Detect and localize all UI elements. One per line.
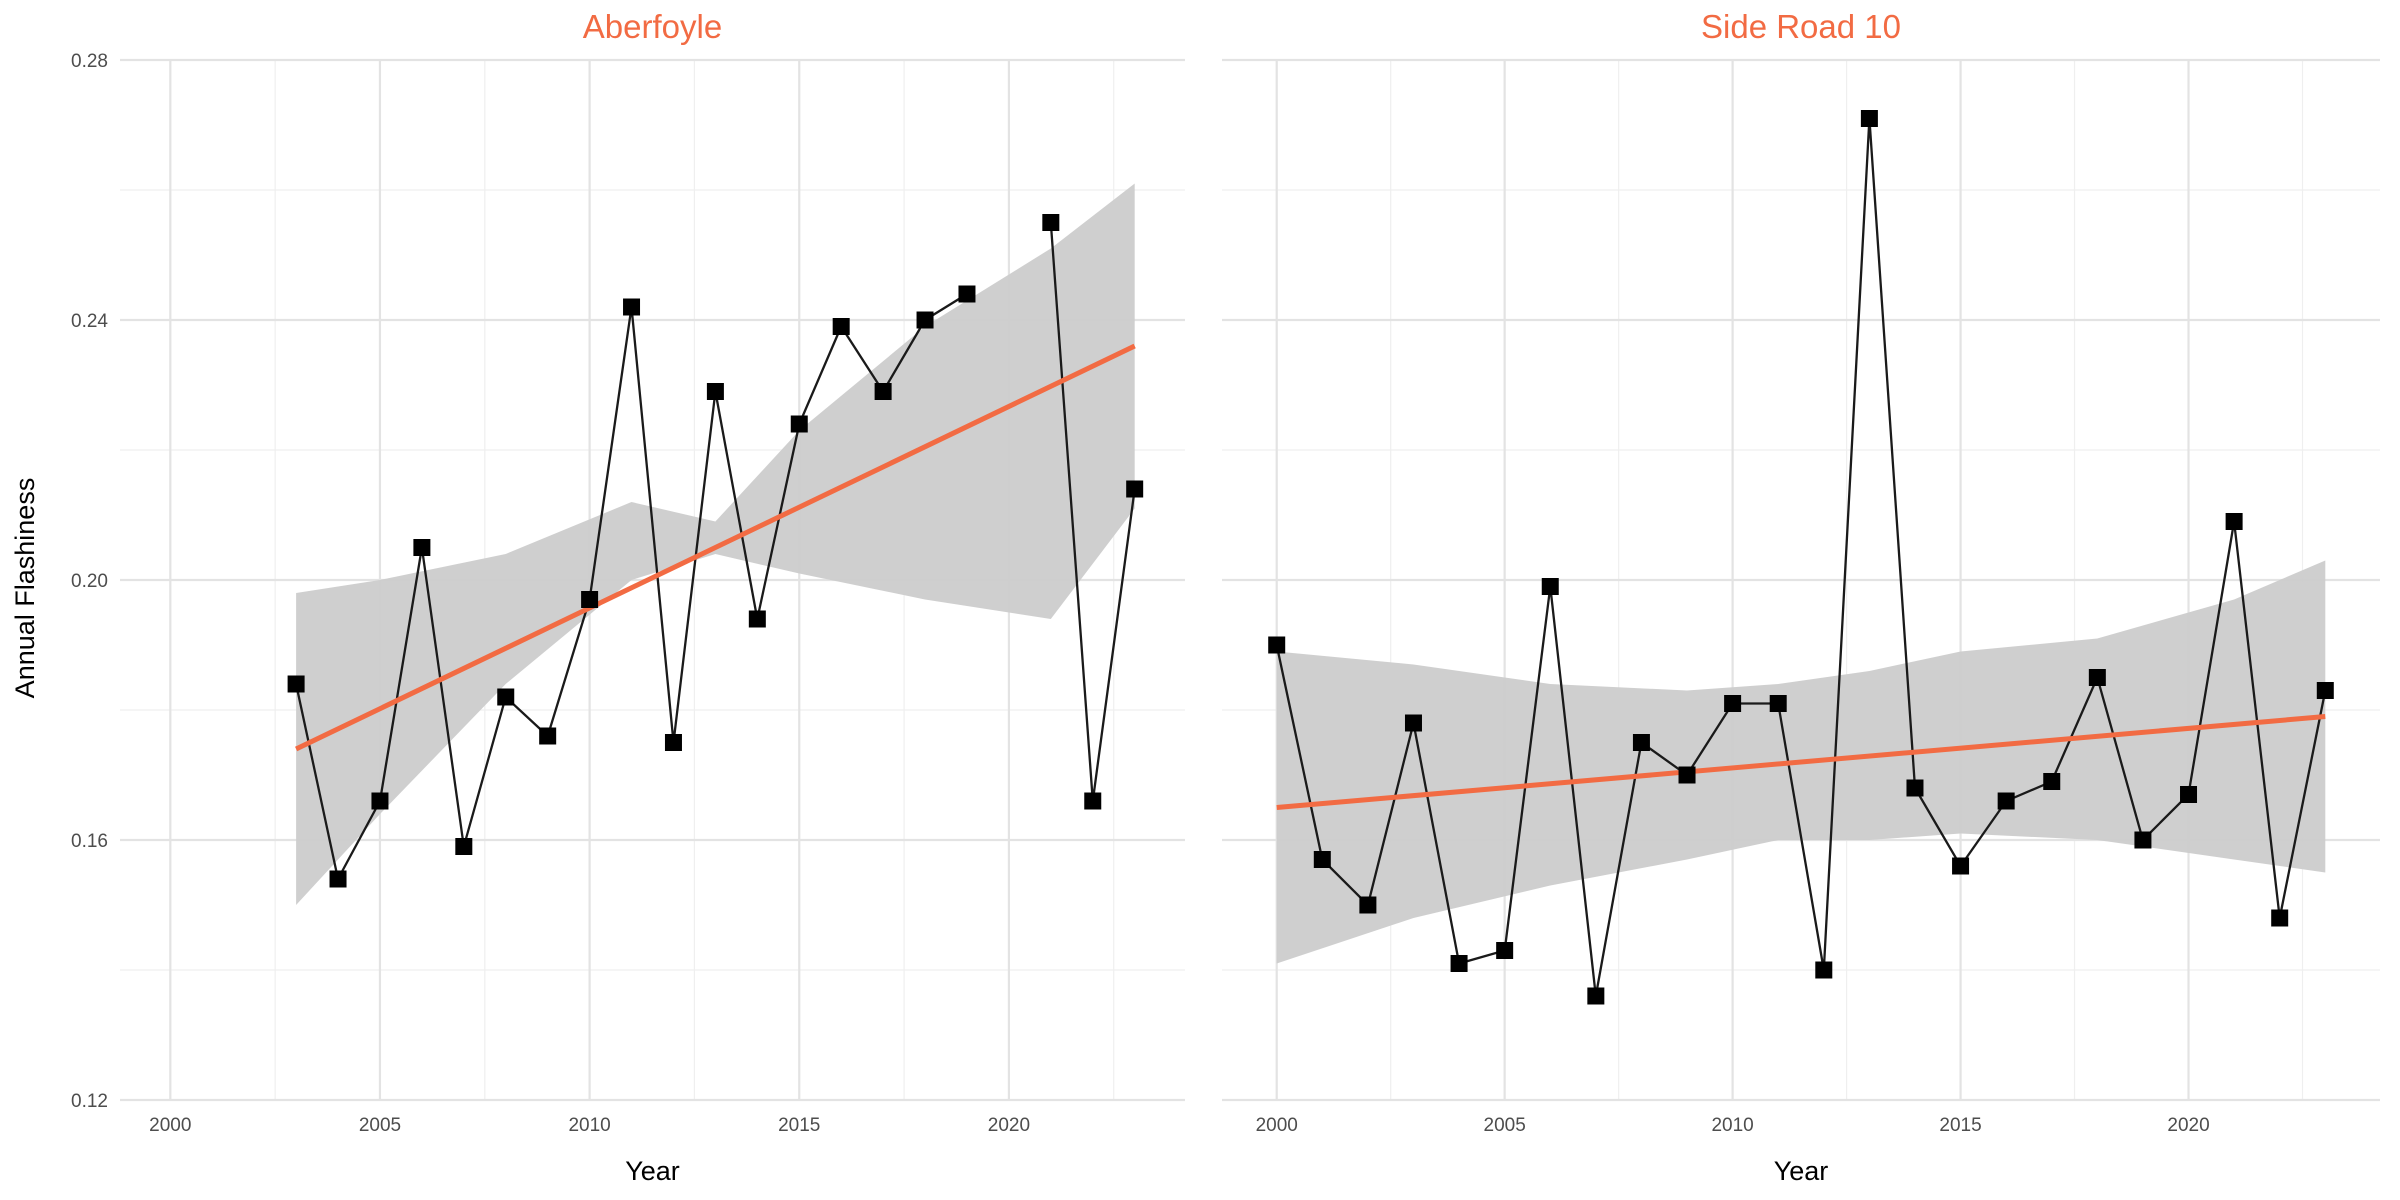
data-point xyxy=(1404,714,1422,732)
data-point xyxy=(1724,695,1742,712)
x-axis-label: Year xyxy=(1774,1156,1829,1186)
data-point xyxy=(1359,896,1377,914)
data-point xyxy=(1126,480,1144,498)
data-point xyxy=(1450,955,1468,972)
data-point xyxy=(2088,669,2106,686)
y-tick-label: 0.20 xyxy=(71,571,108,592)
y-tick-label: 0.12 xyxy=(71,1091,108,1112)
x-tick-label: 2000 xyxy=(149,1115,191,1136)
data-point xyxy=(1268,636,1286,654)
x-tick-label: 2005 xyxy=(359,1115,401,1136)
data-point xyxy=(1860,110,1878,127)
data-point xyxy=(748,610,766,628)
x-tick-label: 2005 xyxy=(1484,1115,1526,1136)
data-point xyxy=(916,311,934,329)
data-point xyxy=(581,591,599,608)
trend-line xyxy=(295,343,1136,752)
data-point xyxy=(2225,513,2243,530)
data-point xyxy=(329,870,347,888)
data-point xyxy=(706,383,724,400)
panel-title: Aberfoyle xyxy=(583,8,722,45)
data-point xyxy=(1815,961,1833,979)
data-point xyxy=(1042,214,1060,231)
confidence-band xyxy=(296,183,1135,905)
data-point xyxy=(1769,695,1787,712)
x-tick-label: 2015 xyxy=(1939,1115,1981,1136)
y-tick-label: 0.16 xyxy=(71,831,108,852)
data-point xyxy=(874,383,892,400)
data-point xyxy=(1496,942,1514,959)
data-point xyxy=(1952,857,1970,875)
y-tick-label: 0.24 xyxy=(71,311,108,332)
data-point xyxy=(1587,987,1605,1005)
data-point xyxy=(2271,909,2289,927)
data-point xyxy=(664,734,682,751)
data-point xyxy=(2043,773,2061,790)
x-tick-label: 2020 xyxy=(988,1115,1030,1136)
data-point xyxy=(623,298,641,316)
data-point xyxy=(2134,831,2152,849)
panel-title: Side Road 10 xyxy=(1701,8,1901,45)
x-tick-label: 2010 xyxy=(568,1115,610,1136)
data-point xyxy=(1084,792,1102,810)
x-tick-label: 2015 xyxy=(778,1115,820,1136)
x-tick-label: 2000 xyxy=(1256,1115,1298,1136)
panel-aberfoyle: 2000 2005 2010 2015 2020 0.12 0.16 0.20 0.24 0.28… xyxy=(71,8,1185,1186)
data-point xyxy=(790,415,808,433)
data-point xyxy=(371,792,389,810)
x-tick-label: 2020 xyxy=(2167,1115,2209,1136)
x-axis-label: Year xyxy=(625,1156,680,1186)
data-point xyxy=(1313,851,1331,868)
trend-line xyxy=(1276,714,2326,810)
data-point xyxy=(1632,734,1650,751)
data-point xyxy=(287,675,305,693)
data-point xyxy=(1678,766,1696,784)
data-point xyxy=(958,285,976,303)
data-point xyxy=(497,688,515,706)
y-tick-label: 0.28 xyxy=(71,51,108,72)
data-point xyxy=(455,838,473,855)
data-point xyxy=(1541,578,1559,595)
data-point xyxy=(413,539,431,556)
y-axis-label: Annual Flashiness xyxy=(10,478,40,699)
data-point xyxy=(539,727,557,745)
data-point xyxy=(2180,786,2198,803)
panel-side-road-10: 2000 2005 2010 2015 2020 Side Road 10 Year xyxy=(1222,8,2380,1186)
data-point xyxy=(1997,792,2015,810)
data-point xyxy=(1906,779,1924,797)
x-tick-label: 2010 xyxy=(1711,1115,1753,1136)
data-point xyxy=(2316,682,2334,699)
data-point xyxy=(832,318,850,335)
